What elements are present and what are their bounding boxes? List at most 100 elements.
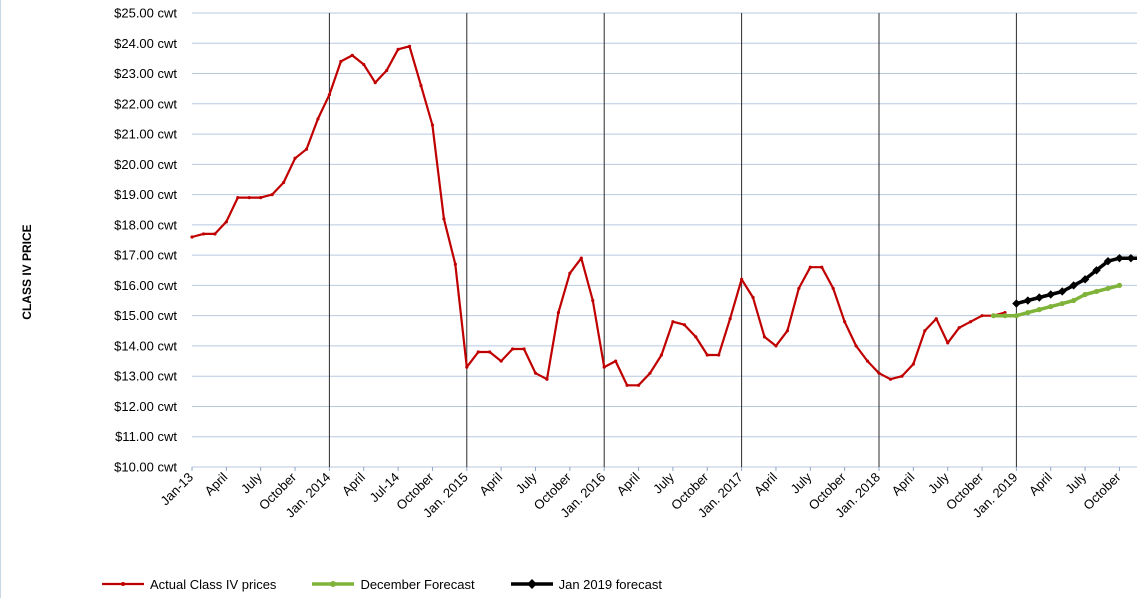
x-tick-label: July [1062, 469, 1089, 496]
data-point-actual [682, 323, 686, 327]
legend-item-december: December Forecast [310, 576, 475, 592]
data-point-december-forecast [1036, 307, 1042, 313]
data-point-actual [224, 220, 228, 224]
data-point-december-forecast [990, 313, 997, 319]
data-point-actual [407, 44, 412, 48]
data-point-jan2019-forecast [1035, 293, 1044, 302]
y-tick-label: $18.00 cwt [114, 217, 177, 232]
data-point-actual [831, 286, 835, 291]
data-point-actual [980, 314, 984, 318]
data-point-actual [293, 156, 297, 160]
data-point-actual [362, 62, 366, 67]
legend-label-december: December Forecast [360, 576, 475, 592]
data-point-december-forecast [1059, 300, 1065, 307]
y-tick-label: $21.00 cwt [114, 127, 177, 142]
data-point-actual [259, 196, 263, 200]
data-point-actual [728, 317, 732, 321]
x-tick-label: July [238, 469, 265, 496]
data-point-actual [201, 232, 206, 236]
data-point-actual [969, 320, 973, 324]
y-tick-label: $11.00 cwt [115, 429, 177, 444]
data-point-december-forecast [1082, 291, 1088, 298]
left-border [0, 0, 1, 598]
y-tick-label: $13.00 cwt [114, 369, 177, 384]
x-tick-label: July [787, 469, 814, 496]
y-tick-label: $23.00 cwt [114, 66, 177, 81]
series-line-actual [191, 45, 1006, 387]
legend-swatch-december [312, 581, 355, 587]
data-point-actual [488, 350, 492, 354]
chart-legend: Actual Class IV prices December Forecast… [100, 575, 696, 593]
data-point-jan2019-forecast [1046, 290, 1055, 299]
data-point-actual [476, 350, 480, 354]
data-point-actual [751, 295, 755, 300]
x-tick-label: April [339, 469, 368, 498]
data-point-actual [808, 265, 812, 269]
x-tick-label: April [751, 469, 780, 498]
y-tick-label: $16.00 cwt [114, 278, 177, 293]
data-point-actual [923, 329, 927, 333]
x-tick-label: July [925, 469, 952, 496]
data-point-actual [419, 84, 423, 88]
data-point-december-forecast [1013, 313, 1020, 319]
data-point-actual [190, 235, 194, 239]
y-tick-label: $17.00 cwt [114, 248, 177, 263]
x-tick-label: April [201, 469, 230, 498]
data-point-actual [579, 256, 583, 260]
y-tick-label: $14.00 cwt [114, 338, 177, 353]
y-tick-label: $24.00 cwt [114, 36, 177, 51]
data-point-actual [270, 193, 274, 197]
data-point-actual [820, 265, 824, 269]
legend-swatch-jan2019 [510, 579, 553, 589]
data-point-actual [304, 147, 309, 151]
data-point-actual [694, 335, 698, 339]
data-point-actual [762, 335, 767, 339]
data-point-actual [774, 344, 778, 348]
data-point-actual [740, 277, 744, 281]
data-point-jan2019-forecast [1023, 296, 1033, 305]
data-point-jan2019-forecast [1069, 281, 1078, 290]
data-point-actual [465, 365, 469, 369]
data-point-actual [717, 353, 721, 357]
data-point-jan2019-forecast [1092, 266, 1101, 275]
y-tick-label: $15.00 cwt [114, 308, 177, 323]
data-point-actual [442, 217, 446, 221]
x-tick-label: April [476, 469, 505, 498]
data-point-actual [900, 374, 904, 378]
data-point-actual [453, 262, 457, 266]
data-point-actual [671, 320, 675, 324]
data-point-actual [385, 68, 389, 73]
x-tick-label: Jan-13 [157, 470, 196, 509]
data-point-actual [659, 353, 664, 357]
data-point-jan2019-forecast [1126, 253, 1136, 263]
y-tick-label: $19.00 cwt [114, 187, 177, 202]
data-point-december-forecast [1048, 303, 1054, 310]
data-point-actual [545, 377, 549, 381]
data-point-actual [236, 196, 240, 200]
data-point-december-forecast [1071, 297, 1077, 304]
data-point-jan2019-forecast [1012, 299, 1021, 308]
data-point-jan2019-forecast [1080, 275, 1090, 284]
data-point-actual [522, 347, 526, 351]
data-point-december-forecast [1105, 285, 1111, 292]
data-point-actual [865, 359, 870, 363]
data-point-actual [636, 383, 641, 387]
data-point-december-forecast [1025, 310, 1031, 316]
data-point-actual [396, 47, 400, 51]
x-tick-label: April [1026, 469, 1055, 498]
legend-label-jan2019: Jan 2019 forecast [558, 576, 662, 592]
data-point-actual [797, 286, 801, 291]
y-tick-label: $20.00 cwt [114, 157, 177, 172]
data-point-actual [843, 320, 847, 324]
legend-item-jan2019: Jan 2019 forecast [509, 577, 662, 592]
data-point-actual [854, 344, 858, 348]
data-point-actual [327, 93, 331, 97]
data-point-jan2019-forecast [1103, 256, 1113, 266]
y-tick-label: $10.00 cwt [114, 460, 177, 475]
data-point-actual [247, 196, 251, 200]
data-point-actual [373, 81, 377, 85]
y-tick-label: $25.00 cwt [114, 6, 177, 21]
data-point-december-forecast [1093, 288, 1100, 295]
data-point-actual [911, 362, 915, 366]
